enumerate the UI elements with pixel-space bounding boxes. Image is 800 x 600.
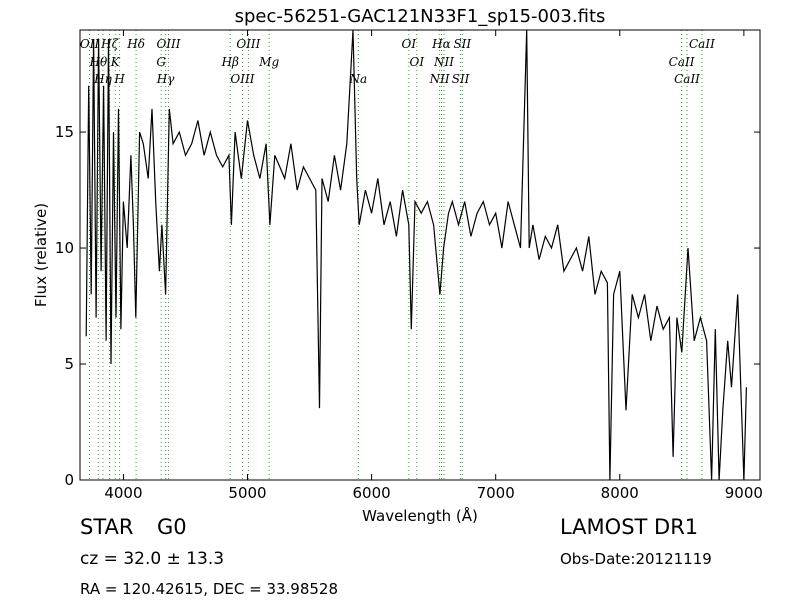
spectral-line-label: Hα	[431, 37, 451, 51]
x-tick-label: 9000	[725, 484, 763, 502]
spectral-line-label: NII	[429, 72, 450, 86]
y-axis-label: Flux (relative)	[32, 203, 50, 307]
spectral-line-label: SII	[453, 37, 471, 51]
plot-area	[85, 30, 747, 480]
spectral-line-label: OIII	[230, 72, 254, 86]
spectral-line-label: H	[113, 72, 125, 86]
obs-date: Obs-Date:20121119	[560, 550, 712, 568]
spectral-line-label: CaII	[669, 55, 695, 69]
spectral-line-label: OI	[409, 55, 424, 69]
chart-title: spec-56251-GAC121N33F1_sp15-003.fits	[235, 6, 606, 27]
x-tick-label: 7000	[477, 484, 515, 502]
class: STAR	[80, 515, 133, 539]
subclass: G0	[157, 515, 187, 539]
spectral-line-label: OIII	[156, 37, 180, 51]
cz: cz = 32.0 ± 13.3	[80, 549, 224, 569]
spectral-line-label: SII	[452, 72, 470, 86]
spectral-line-label: OII	[80, 37, 100, 51]
y-tick-label: 15	[55, 123, 74, 141]
spectral-line-label: Hη	[93, 72, 112, 86]
x-tick-label: 8000	[601, 484, 639, 502]
spectral-line-label: G	[156, 55, 166, 69]
spectral-line-label: Hζ	[100, 37, 119, 51]
spectral-line-label: Hγ	[156, 72, 175, 86]
survey: LAMOST DR1	[560, 515, 698, 539]
spectrum-line	[85, 30, 747, 480]
spectral-line-label: Hδ	[126, 37, 145, 51]
spectral-line-label: NII	[433, 55, 454, 69]
spectral-line-label: K	[110, 55, 121, 69]
spectral-line-label: OIII	[236, 37, 260, 51]
plot-frame	[79, 29, 761, 481]
spectral-line-label: Hθ	[89, 55, 108, 69]
x-tick-label: 4000	[104, 484, 142, 502]
spectral-line-label: Mg	[258, 55, 279, 69]
y-tick-label: 0	[64, 471, 74, 489]
spectral-line-label: CaII	[674, 72, 700, 86]
x-tick-label: 5000	[228, 484, 266, 502]
spectral-line-label: Na	[349, 72, 368, 86]
x-axis-label: Wavelength (Å)	[362, 506, 478, 525]
spectral-line-label: Hβ	[221, 55, 239, 69]
coords: RA = 120.42615, DEC = 33.98528	[80, 580, 338, 598]
spectral-line-label: CaII	[689, 37, 715, 51]
y-tick-label: 5	[64, 355, 74, 373]
spectral-line-label: OI	[402, 37, 417, 51]
x-tick-label: 6000	[353, 484, 391, 502]
y-tick-label: 10	[55, 239, 74, 257]
